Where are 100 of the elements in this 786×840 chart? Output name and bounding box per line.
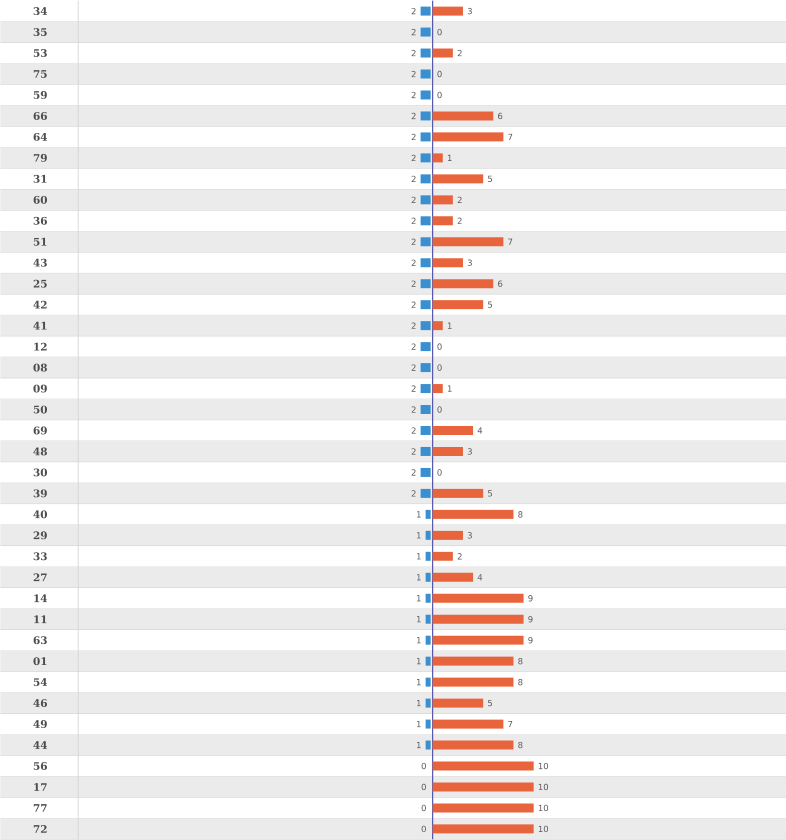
y-tick-label: 30 [33, 468, 47, 476]
data-label: 2 [411, 218, 416, 224]
data-label: 6 [498, 280, 502, 287]
data-label: 7 [508, 134, 512, 140]
data-label: 8 [518, 678, 522, 686]
data-label: 1 [448, 385, 452, 392]
y-tick-label: 39 [33, 489, 47, 498]
y-tick-label: 08 [33, 364, 47, 372]
data-label: 2 [411, 8, 416, 14]
y-tick-label: 42 [33, 300, 46, 309]
y-tick-label: 51 [34, 238, 46, 246]
data-label: 1 [416, 679, 420, 686]
data-label: 0 [437, 28, 442, 36]
y-tick-label: 49 [33, 720, 47, 728]
data-label: 8 [518, 511, 522, 518]
y-tick-label: 41 [33, 322, 46, 330]
data-label: 2 [411, 238, 416, 245]
data-label: 1 [416, 532, 420, 538]
data-label: 6 [498, 112, 502, 120]
y-tick-label: 46 [33, 699, 47, 708]
y-tick-label: 75 [34, 70, 46, 78]
y-tick-label: 77 [34, 804, 46, 812]
data-label: 1 [416, 595, 420, 602]
data-label: 2 [457, 218, 462, 224]
y-tick-label: 44 [33, 741, 47, 749]
y-tick-label: 33 [33, 552, 47, 560]
y-tick-label: 60 [33, 196, 47, 204]
data-label: 2 [411, 28, 416, 36]
y-tick-label: 17 [34, 783, 46, 791]
data-label: 2 [457, 196, 462, 203]
data-label: 4 [477, 574, 482, 580]
data-label: 0 [437, 406, 442, 413]
data-label: 1 [416, 616, 420, 622]
bar [432, 782, 534, 792]
data-label: 7 [508, 720, 512, 728]
data-label: 1 [448, 154, 452, 161]
data-label: 5 [488, 490, 492, 497]
y-tick-label: 14 [34, 594, 47, 602]
data-label: 1 [416, 553, 420, 560]
data-label: 1 [416, 742, 420, 748]
data-label: 1 [416, 658, 420, 664]
y-tick-label: 48 [33, 448, 47, 456]
y-tick-label: 43 [33, 258, 47, 267]
y-tick-label: 64 [33, 132, 47, 141]
data-label: 3 [468, 260, 472, 266]
data-label: 10 [538, 804, 548, 812]
y-tick-label: 34 [33, 7, 47, 16]
data-label: 0 [437, 92, 442, 98]
data-label: 2 [411, 364, 416, 371]
data-label: 2 [411, 154, 416, 162]
y-tick-label: 63 [33, 636, 47, 644]
data-label: 10 [538, 762, 548, 770]
data-label: 2 [411, 112, 416, 120]
data-label: 0 [437, 343, 442, 350]
y-tick-label: 79 [34, 154, 47, 162]
data-label: 0 [421, 804, 426, 812]
data-label: 4 [477, 427, 482, 434]
data-label: 2 [411, 280, 416, 287]
data-label: 2 [411, 176, 416, 182]
y-tick-label: 72 [34, 825, 46, 833]
data-label: 2 [411, 406, 416, 413]
data-label: 0 [421, 762, 426, 770]
y-tick-label: 69 [33, 426, 47, 434]
data-label: 0 [437, 469, 442, 476]
data-label: 2 [411, 302, 416, 308]
y-tick-label: 36 [33, 216, 47, 225]
data-label: 0 [437, 364, 442, 371]
data-label: 2 [411, 343, 416, 350]
y-tick-label: 54 [34, 678, 47, 686]
data-label: 2 [411, 50, 416, 56]
data-label: 2 [411, 427, 416, 434]
y-tick-label: 50 [34, 406, 47, 414]
data-label: 2 [411, 469, 416, 476]
y-tick-label: 29 [33, 531, 47, 540]
data-label: 0 [421, 784, 426, 790]
y-tick-label: 09 [33, 384, 47, 392]
data-label: 9 [528, 616, 532, 622]
y-tick-label: 66 [33, 112, 47, 120]
data-label: 9 [528, 636, 532, 644]
y-tick-label: 53 [34, 49, 47, 57]
data-label: 7 [508, 238, 512, 245]
data-label: 8 [518, 658, 522, 664]
data-label: 5 [488, 700, 492, 706]
data-label: 1 [416, 637, 420, 644]
data-label: 5 [488, 176, 492, 182]
y-tick-label: 01 [33, 657, 46, 666]
data-label: 8 [518, 742, 522, 748]
data-label: 1 [448, 322, 452, 329]
data-label: 0 [421, 826, 426, 832]
data-label: 2 [411, 260, 416, 266]
data-label: 2 [411, 385, 416, 392]
data-label: 1 [416, 511, 420, 518]
bar [432, 824, 534, 834]
data-label: 2 [411, 448, 416, 455]
data-label: 2 [411, 92, 416, 98]
data-label: 2 [411, 490, 416, 497]
bar [432, 803, 534, 812]
y-tick-label: 35 [33, 28, 46, 36]
data-label: 2 [411, 134, 416, 140]
data-label: 3 [468, 448, 472, 455]
